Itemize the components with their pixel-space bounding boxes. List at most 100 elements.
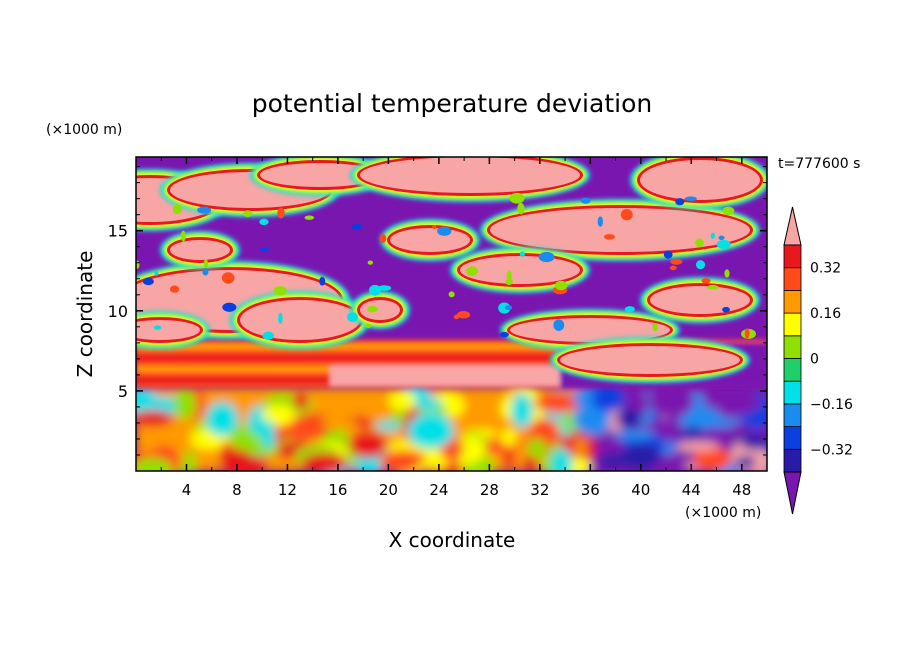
field-cell [366,305,378,313]
field-cell [551,448,573,471]
field-cell [505,278,513,286]
field-cell [364,389,394,416]
field-cell [684,196,697,201]
field-cell [710,232,715,239]
field-cell [351,224,363,230]
field-cell [735,455,757,469]
field-cell [506,270,512,282]
x-tick-label: 40 [631,481,650,499]
field-cell [369,284,382,296]
y-tick-label: 10 [108,302,128,321]
field-cell [153,325,162,330]
field-filament [250,157,390,196]
field-filament [160,231,240,269]
field-cell [716,239,731,249]
field-cell [348,431,388,459]
field-cell [510,392,534,429]
colorbar: 0.32 0.16 0 −0.16 −0.32 [783,206,853,515]
field-cell [580,197,591,204]
x-tick-label: 36 [581,481,600,499]
field-cell [173,389,197,420]
field-filament [350,157,590,202]
field-cell [640,160,760,200]
field-cell [360,157,580,193]
field-cell [603,234,616,240]
field-cell [675,441,720,452]
colorbar-label: 0.32 [810,261,841,277]
field-cell [695,260,706,270]
y-axis-title: Z coordinate [73,251,97,378]
x-unit-label: (×1000 m) [685,505,761,521]
y-unit-label: (×1000 m) [46,122,122,138]
field-cell [136,354,566,361]
field-cell [136,320,200,340]
field-cell [222,302,237,312]
field-cell [620,208,633,221]
field-cell [154,270,159,276]
field-cell [499,331,509,338]
field-cell [456,311,471,319]
field-cell [527,438,547,459]
field-cell [490,208,750,252]
x-axis: 4 8 12 16 20 24 28 32 36 40 44 48 [160,157,751,499]
field-filament [230,291,370,349]
field-cell [621,443,660,470]
field-cell [574,402,611,436]
time-label: t=777600 s [778,156,860,172]
field-cell [142,277,154,286]
field-cell [388,390,417,411]
field-cell [364,323,372,328]
field-cell [706,285,719,290]
field-cell [598,453,629,468]
x-tick-label: 8 [232,481,242,499]
field-filament [550,337,750,383]
field-cell [304,215,315,220]
x-tick-label: 4 [182,481,192,499]
field-cell [319,276,326,286]
x-axis-title: X coordinate [389,528,516,552]
field-upper-layer [136,157,767,383]
field-cell [717,402,747,419]
field-cell [648,386,695,418]
field-cell [448,291,455,298]
colorbar-swatch [783,244,802,269]
y-tick-label: 5 [118,382,128,401]
field-cell [136,388,160,415]
field-cell [744,328,750,339]
field-cell [319,417,347,430]
field-cell [669,265,677,271]
field-cell [701,278,711,284]
field-cell [503,451,516,469]
field-cell [675,198,685,206]
field-cell [169,285,180,293]
field-cell [553,319,565,332]
field-cell [652,323,658,332]
field-cell [597,216,603,227]
field-cell [136,457,173,471]
field-lower-layer [136,384,767,471]
field-cell [183,449,197,471]
field-cell [262,331,275,340]
field-filament [480,199,760,261]
field-cell [592,385,626,413]
x-tick-label: 24 [429,481,448,499]
field-cell [203,259,209,268]
field-cell [136,343,566,350]
field-cell [460,256,580,284]
field-cell [243,210,253,217]
field-cell [292,391,309,410]
field-cell [380,450,427,467]
colorbar-swatch [783,380,802,405]
field-cell [724,269,730,278]
field-cell [330,365,590,387]
field-cell [379,234,387,243]
field-cell [172,204,182,215]
field-cell [466,266,478,277]
x-tick-label: 16 [328,481,347,499]
field-cell [170,240,230,260]
field-cell [301,452,348,471]
field-cell [277,207,285,219]
field-cell [504,305,513,311]
field-cell [347,312,358,323]
field-filament [350,291,410,329]
